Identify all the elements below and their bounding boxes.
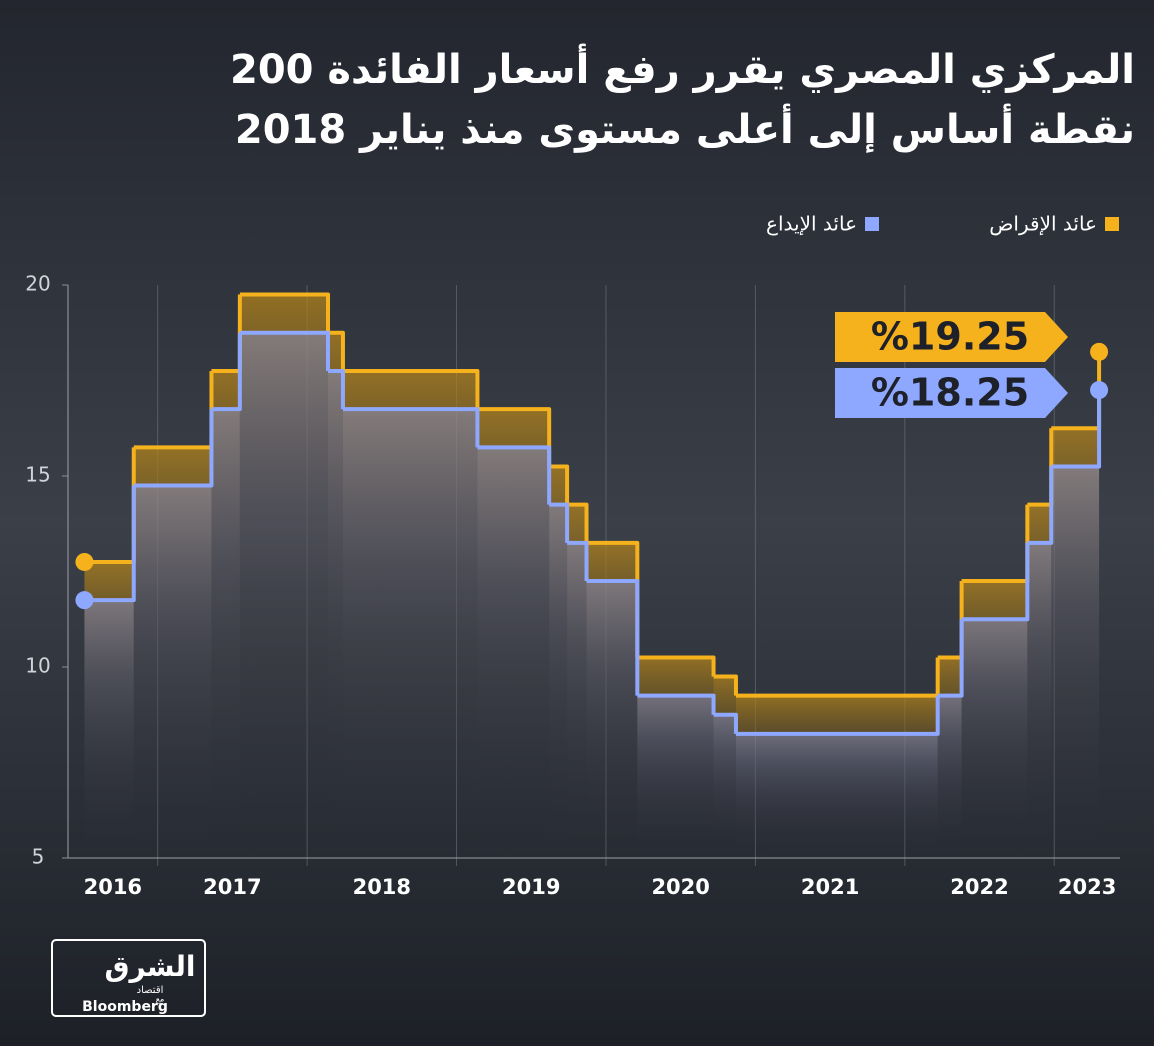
- area-segment: [1027, 543, 1051, 858]
- x-tick-label: 2021: [801, 875, 859, 899]
- area-segment: [587, 581, 638, 858]
- area-segment: [211, 409, 239, 858]
- logo-partner: Bloomberg: [82, 999, 168, 1015]
- area-segment: [328, 371, 343, 858]
- area-segment: [736, 734, 938, 858]
- area-segment: [477, 447, 549, 858]
- end-dot: [75, 591, 93, 609]
- x-tick-label: 2022: [950, 875, 1008, 899]
- area-segment: [637, 696, 713, 858]
- x-tick-label: 2017: [203, 875, 261, 899]
- legend-label: عائد الإيداع: [766, 212, 857, 236]
- area-segment: [1051, 466, 1099, 858]
- y-tick-label: 15: [25, 463, 50, 487]
- area-segment: [567, 543, 586, 858]
- annotation-label: %18.25: [871, 371, 1029, 415]
- area-segment: [240, 333, 328, 858]
- chart: المركزي المصري يقرر رفع أسعار الفائدة 20…: [0, 0, 1154, 1046]
- annotation-label: %19.25: [871, 315, 1029, 359]
- y-tick-label: 20: [25, 272, 50, 296]
- area-segment: [134, 486, 212, 858]
- x-tick-label: 2019: [502, 875, 560, 899]
- area-segment: [84, 600, 133, 858]
- x-tick-label: 2018: [353, 875, 411, 899]
- logo-name: الشرق: [104, 950, 195, 983]
- x-tick-label: 2023: [1058, 875, 1116, 899]
- legend-swatch: [1105, 217, 1119, 231]
- area-segment: [549, 505, 567, 858]
- end-dot: [1090, 343, 1108, 361]
- x-tick-label: 2020: [651, 875, 709, 899]
- y-tick-label: 5: [32, 845, 45, 869]
- area-segment: [962, 619, 1028, 858]
- end-dot: [75, 553, 93, 571]
- title-line: المركزي المصري يقرر رفع أسعار الفائدة 20…: [230, 43, 1135, 93]
- y-tick-label: 10: [25, 654, 50, 678]
- title-line: نقطة أساس إلى أعلى مستوى منذ يناير 2018: [235, 103, 1135, 153]
- area-segment: [714, 715, 736, 858]
- legend-swatch: [865, 217, 879, 231]
- end-dot: [1090, 381, 1108, 399]
- area-segment: [938, 696, 962, 858]
- area-segment: [343, 409, 477, 858]
- x-tick-label: 2016: [84, 875, 142, 899]
- legend-label: عائد الإقراض: [989, 212, 1097, 236]
